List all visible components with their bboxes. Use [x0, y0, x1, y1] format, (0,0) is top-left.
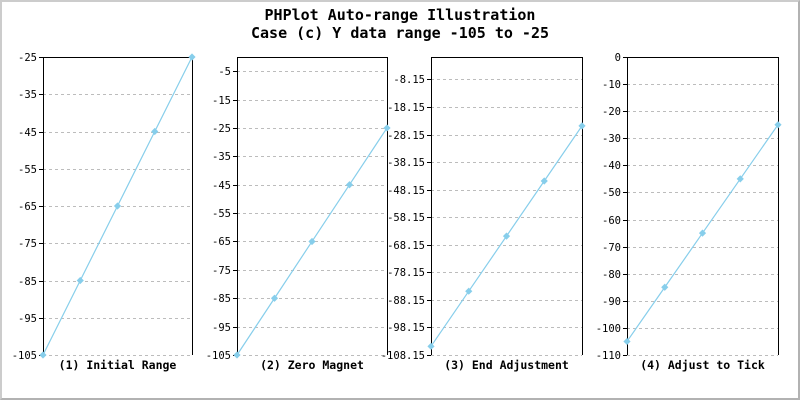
svg-text:-50: -50: [602, 187, 621, 199]
svg-text:-65: -65: [18, 201, 37, 213]
subplot-initial-range: -25 -35 -45 -55 -65 -75 -85 -95 -105 (1) Initial…: [2, 2, 202, 398]
figure-title-line2: Case (c) Y data range -105 to -25: [250, 24, 549, 42]
svg-text:-90: -90: [602, 296, 621, 308]
svg-text:-28.15: -28.15: [387, 130, 425, 142]
svg-text:-105: -105: [12, 350, 37, 362]
subplot-adjust-to-tick-plot: 0 -10 -20 -30 -40 -50 -60 -70 -80 -90 -100 -110: [596, 52, 782, 362]
svg-text:-75: -75: [212, 265, 231, 277]
svg-text:-45: -45: [212, 180, 231, 192]
svg-text:-40: -40: [602, 160, 621, 172]
svg-text:-68.15: -68.15: [387, 240, 425, 252]
svg-text:-85: -85: [18, 276, 37, 288]
svg-text:-85: -85: [212, 293, 231, 305]
subplot-zero-magnet-plot: -5 -15 -25 -35 -45 -55 -65 -75 -85 -95 -105: [206, 57, 391, 362]
svg-text:-25: -25: [18, 52, 37, 64]
svg-text:-78.15: -78.15: [387, 267, 425, 279]
svg-text:-8.15: -8.15: [393, 74, 425, 86]
svg-text:-35: -35: [18, 89, 37, 101]
svg-text:-65: -65: [212, 236, 231, 248]
figure-title: PHPlot Auto-range Illustration Case (c) …: [2, 6, 798, 42]
svg-text:-58.15: -58.15: [387, 212, 425, 224]
subplot-zero-magnet-title: (2) Zero Magnet: [260, 358, 364, 372]
subplot-end-adjustment-title: (3) End Adjustment: [444, 358, 569, 372]
svg-text:0: 0: [615, 52, 621, 64]
svg-text:-100: -100: [596, 323, 621, 335]
subplot-adjust-to-tick: 0 -10 -20 -30 -40 -50 -60 -70 -80 -90 -100 -110 (4)…: [596, 2, 798, 398]
subplot-zero-magnet: -5 -15 -25 -35 -45 -55 -65 -75 -85 -95 -105 (2) Ze…: [202, 2, 402, 398]
svg-text:-5: -5: [218, 66, 231, 78]
svg-text:-80: -80: [602, 269, 621, 281]
svg-text:-75: -75: [18, 238, 37, 250]
svg-text:-20: -20: [602, 106, 621, 118]
svg-text:-30: -30: [602, 133, 621, 145]
svg-text:-88.15: -88.15: [387, 295, 425, 307]
svg-text:-35: -35: [212, 151, 231, 163]
svg-text:-98.15: -98.15: [387, 322, 425, 334]
subplot-initial-range-plot: -25 -35 -45 -55 -65 -75 -85 -95 -105: [12, 52, 196, 362]
svg-text:-60: -60: [602, 215, 621, 227]
svg-text:-25: -25: [212, 123, 231, 135]
svg-text:-45: -45: [18, 127, 37, 139]
svg-text:-95: -95: [18, 313, 37, 325]
subplot-adjust-to-tick-title: (4) Adjust to Tick: [640, 358, 765, 372]
subplot-end-adjustment-plot: -8.15 -18.15 -28.15 -38.15 -48.15 -58.15 -68.1…: [381, 57, 586, 362]
svg-text:-48.15: -48.15: [387, 185, 425, 197]
svg-text:-95: -95: [212, 322, 231, 334]
subplot-end-adjustment: -8.15 -18.15 -28.15 -38.15 -48.15 -58.15 -68.1…: [381, 2, 602, 398]
svg-text:-55: -55: [212, 208, 231, 220]
svg-text:-10: -10: [602, 79, 621, 91]
figure-title-line1: PHPlot Auto-range Illustration: [264, 6, 536, 24]
svg-text:-105: -105: [206, 350, 231, 362]
svg-text:-108.15: -108.15: [381, 350, 425, 362]
subplot-initial-range-title: (1) Initial Range: [58, 358, 177, 372]
svg-text:-15: -15: [212, 95, 231, 107]
svg-text:-38.15: -38.15: [387, 157, 425, 169]
svg-text:-55: -55: [18, 164, 37, 176]
svg-text:-18.15: -18.15: [387, 102, 425, 114]
svg-text:-110: -110: [596, 350, 621, 362]
svg-text:-70: -70: [602, 242, 621, 254]
